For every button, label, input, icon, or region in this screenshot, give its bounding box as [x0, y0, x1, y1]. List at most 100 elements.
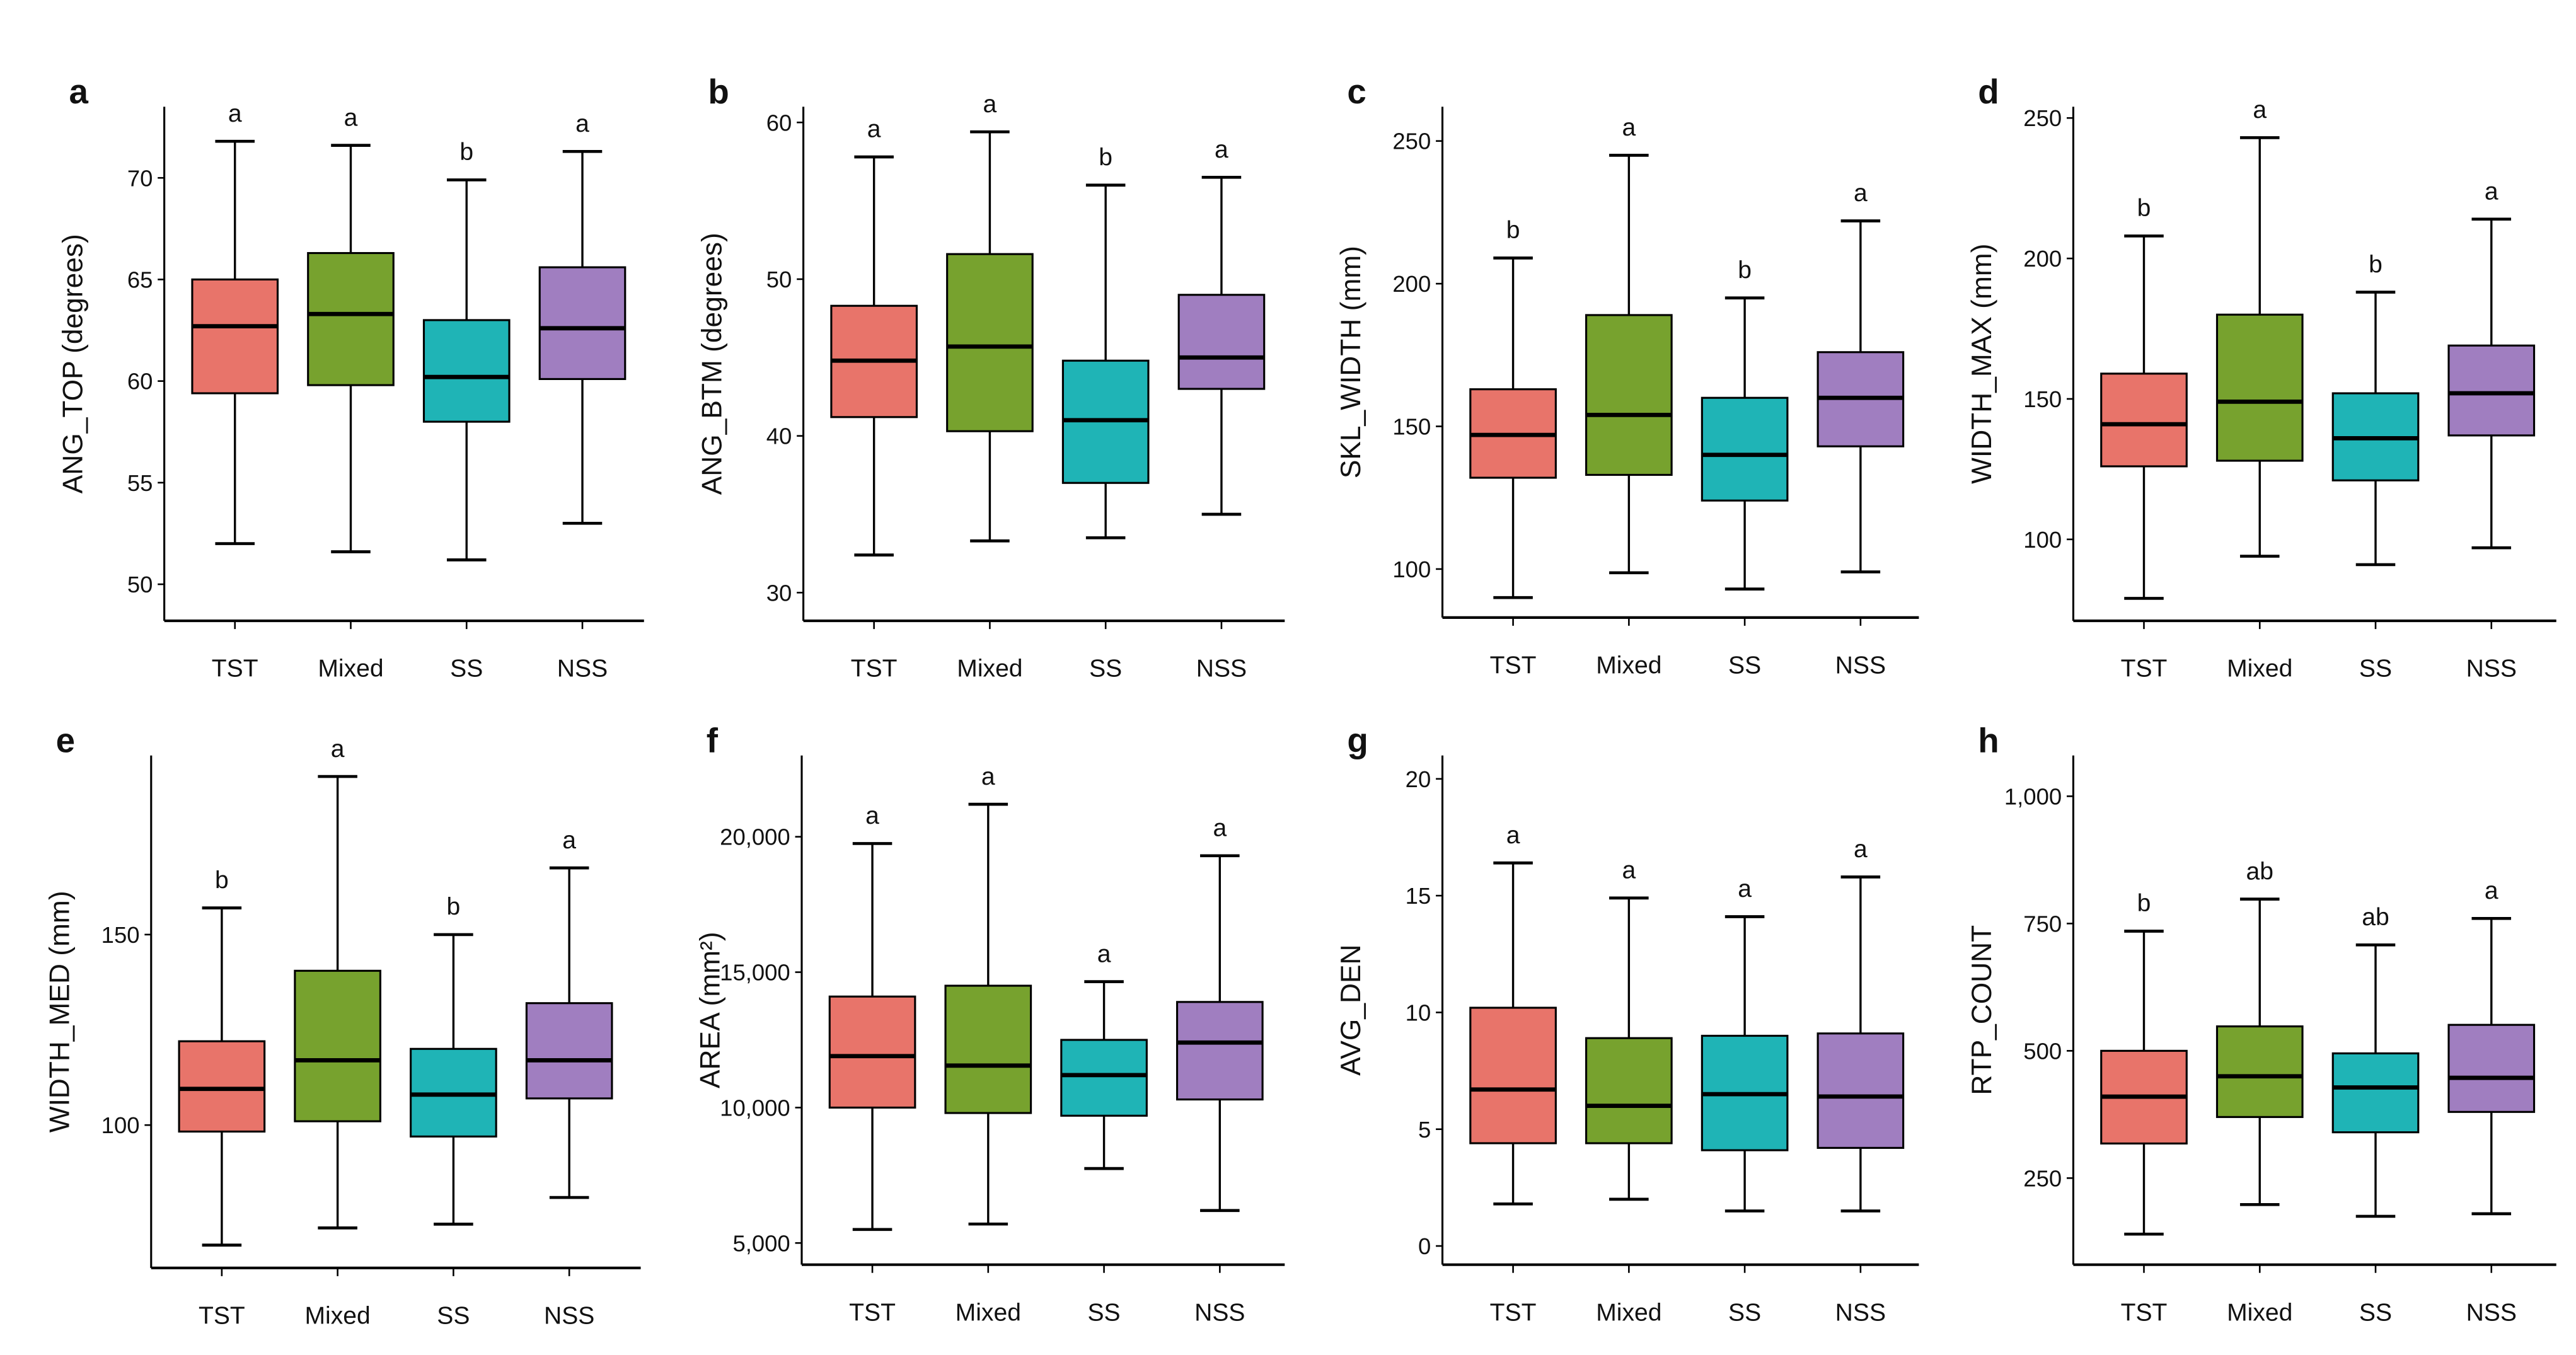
box-nss	[538, 266, 627, 380]
y-tick-label: 40	[766, 424, 792, 449]
panel-letter: c	[1347, 72, 1366, 111]
y-tick-label: 500	[2023, 1038, 2062, 1064]
y-axis-label: AREA (mm²)	[695, 931, 726, 1088]
y-axis-label: ANG_BTM (degrees)	[696, 233, 727, 495]
y-tick-label: 250	[2023, 105, 2062, 131]
box-tst	[1469, 1006, 1557, 1145]
x-tick-label: NSS	[2466, 655, 2517, 683]
box-tst	[191, 278, 279, 395]
box-nss	[525, 1002, 613, 1100]
x-tick-label: Mixed	[305, 1302, 371, 1329]
significance-letter: a	[2485, 178, 2498, 205]
box-tst	[2100, 372, 2188, 468]
y-tick-label: 250	[1392, 129, 1431, 154]
significance-letter: a	[2253, 96, 2267, 124]
significance-letter: a	[2485, 877, 2498, 904]
panel-e: e WIDTH_MED (mm) 100 150 TST b Mixed a SS b NSS a	[44, 721, 641, 1329]
y-axis-label: RTP_COUNT	[1967, 925, 1997, 1095]
x-tick-label: TST	[2121, 655, 2168, 683]
significance-letter: a	[867, 116, 881, 143]
y-axis-label: WIDTH_MED (mm)	[44, 891, 75, 1133]
y-tick-label: 0	[1418, 1233, 1431, 1259]
y-tick-label: 20	[1406, 766, 1431, 792]
y-tick-label: 15,000	[720, 960, 790, 986]
y-tick-label: 15	[1406, 883, 1431, 909]
y-axis-label: SKL_WIDTH (mm)	[1336, 246, 1366, 478]
panel-g: g AVG_DEN 0 5 10 15 20 TST a Mixed a SS a NSS a	[1336, 721, 1919, 1326]
y-tick-label: 100	[1392, 556, 1431, 582]
panel-letter: f	[707, 721, 719, 760]
x-tick-label: SS	[1728, 1299, 1761, 1326]
y-tick-label: 200	[1392, 271, 1431, 297]
panel-b: b ANG_BTM (degrees) 30 40 50 60 TST a Mixed a SS b N…	[696, 72, 1285, 683]
x-tick-label: Mixed	[957, 655, 1022, 683]
y-tick-label: 60	[766, 110, 792, 136]
box-mixed	[2215, 1025, 2304, 1118]
box-ss	[2331, 1052, 2420, 1134]
x-tick-label: NSS	[557, 655, 608, 683]
x-tick-label: NSS	[544, 1302, 594, 1329]
x-tick-label: SS	[1089, 655, 1122, 683]
x-tick-label: TST	[849, 1299, 896, 1326]
y-tick-label: 150	[2023, 386, 2062, 412]
y-tick-label: 150	[1392, 414, 1431, 440]
y-tick-label: 50	[766, 267, 792, 292]
box-mixed	[2215, 313, 2304, 462]
x-tick-label: NSS	[1194, 1299, 1245, 1326]
box-mixed	[946, 253, 1034, 432]
panel-f: f AREA (mm²) 5,000 10,000 15,000 20,000 TST a Mi…	[695, 721, 1285, 1326]
x-tick-label: TST	[212, 655, 258, 683]
box-ss	[1701, 396, 1789, 502]
panel-letter: h	[1978, 721, 1999, 760]
x-tick-label: Mixed	[318, 655, 383, 683]
box-tst	[828, 995, 916, 1109]
panel-d: d WIDTH_MAX (mm) 100 150 200 250 TST b Mixed a SS b…	[1967, 72, 2556, 683]
y-tick-label: 30	[766, 580, 792, 606]
x-tick-label: Mixed	[1596, 1299, 1661, 1326]
box-nss	[1175, 1001, 1264, 1101]
x-tick-label: NSS	[1835, 1299, 1886, 1326]
x-tick-label: Mixed	[2227, 655, 2292, 683]
box-nss	[2447, 344, 2536, 437]
significance-letter: b	[215, 867, 229, 894]
box-mixed	[307, 251, 395, 386]
box-mixed	[294, 969, 381, 1122]
panel-c: c SKL_WIDTH (mm) 100 150 200 250 TST b Mixed a SS b…	[1336, 72, 1919, 679]
significance-letter: b	[447, 894, 461, 921]
x-tick-label: SS	[1728, 652, 1761, 679]
y-tick-label: 70	[127, 165, 153, 191]
significance-letter: b	[1738, 257, 1752, 284]
panel-h: h RTP_COUNT 250 500 750 1,000 TST b Mixed ab SS ab N…	[1967, 721, 2556, 1326]
box-ss	[1060, 1039, 1148, 1117]
x-tick-label: NSS	[1196, 655, 1247, 683]
x-tick-label: SS	[450, 655, 483, 683]
y-tick-label: 10,000	[720, 1095, 790, 1121]
y-tick-label: 750	[2023, 911, 2062, 937]
significance-letter: a	[562, 827, 576, 854]
significance-letter: b	[2369, 251, 2383, 278]
y-tick-label: 5,000	[732, 1230, 790, 1256]
significance-letter: a	[228, 100, 242, 127]
x-tick-label: TST	[199, 1302, 245, 1329]
significance-letter: a	[1097, 940, 1111, 967]
box-nss	[1177, 294, 1266, 390]
y-tick-label: 10	[1406, 1000, 1431, 1025]
x-tick-label: SS	[2359, 655, 2392, 683]
y-tick-label: 65	[127, 267, 153, 292]
x-tick-label: TST	[2121, 1299, 2168, 1326]
y-tick-label: 100	[101, 1112, 140, 1138]
x-tick-label: TST	[851, 655, 898, 683]
y-tick-label: 60	[127, 369, 153, 395]
panel-letter: d	[1978, 72, 1999, 111]
x-tick-label: Mixed	[2227, 1299, 2292, 1326]
x-tick-label: SS	[1087, 1299, 1120, 1326]
y-tick-label: 200	[2023, 246, 2062, 272]
significance-letter: a	[1622, 857, 1636, 884]
significance-letter: a	[983, 91, 997, 118]
y-tick-label: 5	[1418, 1117, 1431, 1143]
significance-letter: a	[1506, 822, 1520, 849]
box-mixed	[1585, 314, 1673, 476]
y-tick-label: 100	[2023, 527, 2062, 553]
x-tick-label: SS	[2359, 1299, 2392, 1326]
significance-letter: a	[1854, 836, 1868, 863]
